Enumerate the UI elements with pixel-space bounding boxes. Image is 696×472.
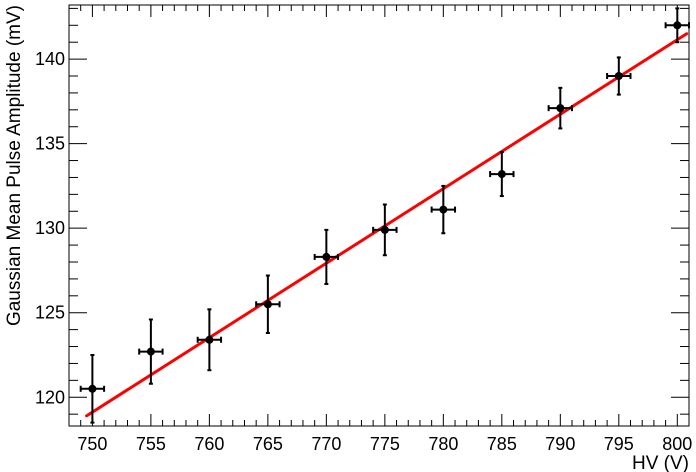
y-tick-label: 125 (35, 303, 65, 323)
y-tick-label: 135 (35, 134, 65, 154)
y-tick-label: 140 (35, 49, 65, 69)
data-marker (556, 104, 565, 113)
data-point (430, 184, 457, 235)
data-marker (146, 347, 155, 356)
x-tick-label: 765 (253, 434, 283, 454)
x-axis-title: HV (V) (632, 453, 689, 472)
x-tick-label: 755 (136, 434, 166, 454)
x-tick-label: 785 (487, 434, 517, 454)
data-point (372, 203, 398, 257)
data-point (79, 353, 106, 424)
data-point (313, 228, 340, 285)
data-marker (380, 225, 389, 234)
x-tick-label: 775 (370, 434, 400, 454)
x-tick-label: 790 (545, 434, 575, 454)
x-tick-label: 780 (428, 434, 458, 454)
y-tick-label: 120 (35, 387, 65, 407)
x-tick-label: 750 (77, 434, 107, 454)
data-point (196, 308, 223, 372)
plot-frame (68, 4, 690, 427)
y-axis-title: Gaussian Mean Pulse Amplitude (mV) (4, 5, 25, 326)
data-marker (322, 252, 331, 261)
data-point (547, 86, 574, 130)
data-marker (673, 21, 682, 30)
axes: 750 755 760 765 770 775 780 785 790 795 800 120 125 1… (35, 4, 692, 454)
data-marker (88, 384, 97, 393)
data-marker (614, 72, 623, 81)
data-marker (439, 205, 448, 214)
x-tick-label: 760 (194, 434, 224, 454)
data-marker (205, 335, 214, 344)
plot-marks (79, 7, 690, 424)
data-marker (497, 170, 506, 179)
y-tick-label: 130 (35, 218, 65, 238)
fit-line (85, 32, 689, 418)
x-tick-label: 800 (662, 434, 692, 454)
x-tick-label: 770 (311, 434, 341, 454)
x-tick-label: 795 (604, 434, 634, 454)
data-point (606, 56, 632, 96)
data-marker (263, 300, 272, 309)
data-point (138, 318, 164, 385)
data-point (255, 274, 281, 335)
data-point (489, 151, 515, 198)
